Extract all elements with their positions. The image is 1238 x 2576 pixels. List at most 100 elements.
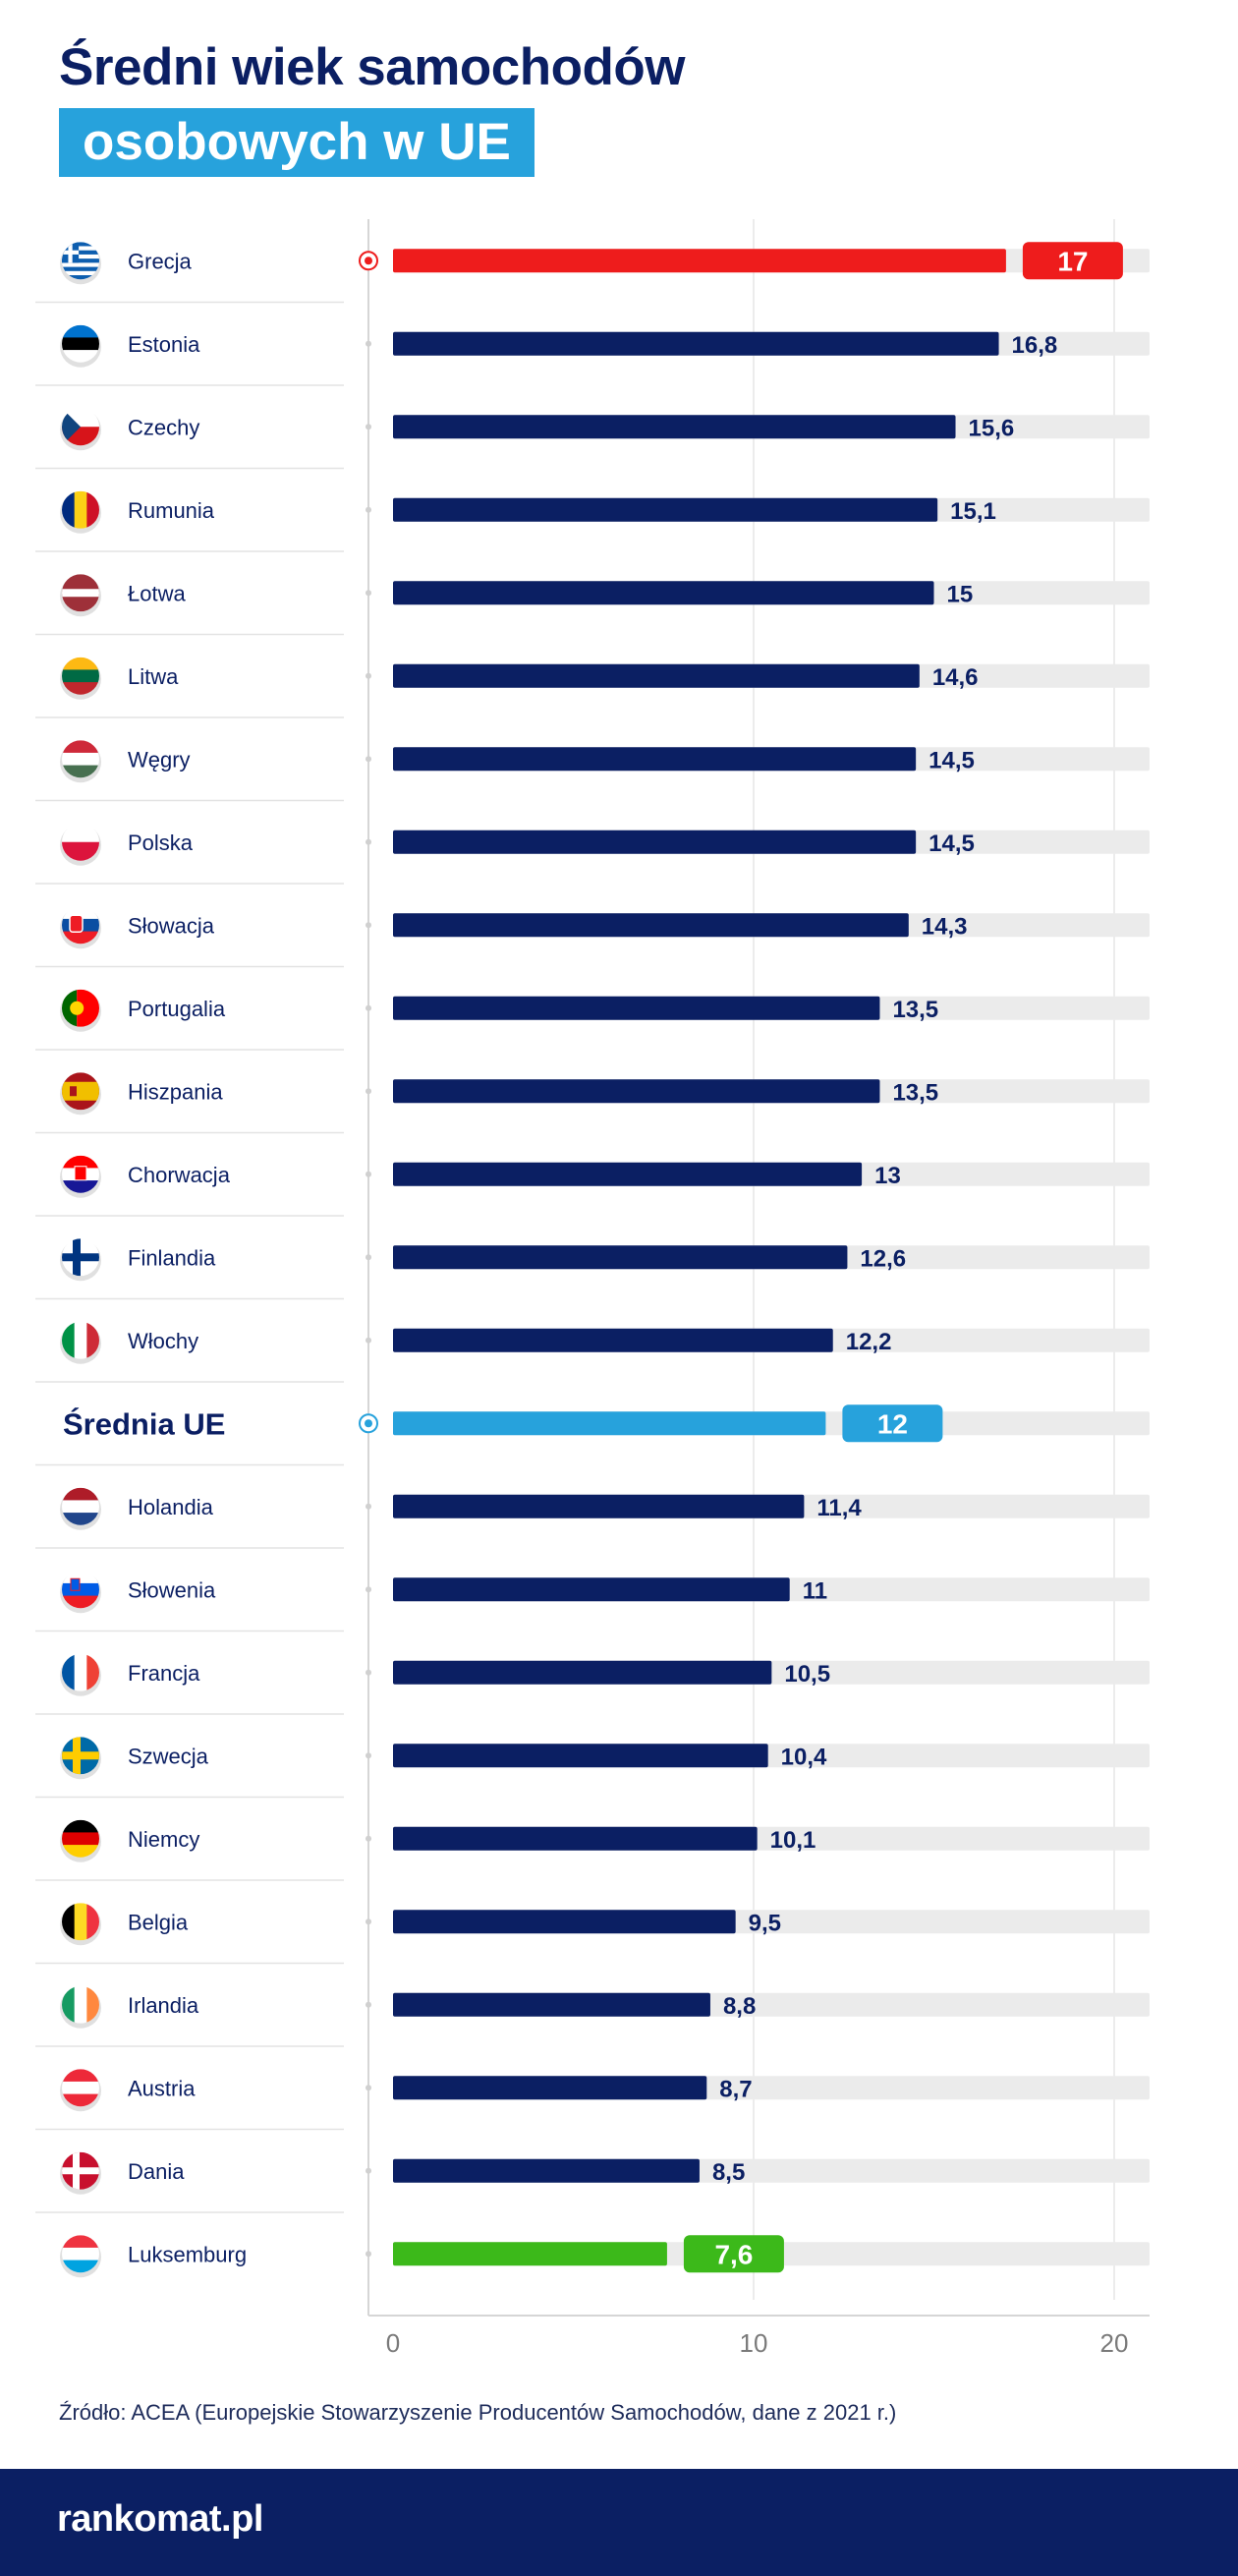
value-label: 8,5 [712,2159,745,2186]
axis-dot [366,1752,371,1759]
value-label: 16,8 [1012,332,1058,359]
bar [393,581,934,605]
chart-row: Włochy 12,2 [35,1297,1150,1355]
chart-row: Rumunia 15,1 [35,467,1150,525]
flag-sk-icon [60,906,101,949]
chart-title-line-2: osobowych w UE [59,108,535,177]
category-label: Belgia [128,1910,189,1934]
value-label: 8,7 [719,2076,752,2102]
axis-dot [366,672,371,679]
chart-row: Średnia UE 12 [35,1381,1150,1443]
category-label: Grecja [128,249,193,273]
flag-ie-icon [60,1985,101,2029]
axis-dot [366,424,371,430]
chart-row: Hiszpania 13,5 [35,1049,1150,1106]
flag-at-icon [60,2069,101,2112]
chart-row: Czechy 15,6 [35,384,1150,441]
axis-dot [366,1503,371,1510]
category-label: Estonia [128,332,200,357]
category-label: Luksemburg [128,2242,247,2266]
flag-si-icon [60,1571,101,1614]
flag-nl-icon [60,1487,101,1530]
axis-dot [366,922,371,929]
bar [393,830,917,854]
category-label: Rumunia [128,498,215,523]
value-label: 15,6 [969,415,1015,441]
category-label: Chorwacja [128,1163,231,1187]
chart-row: Portugalia 13,5 [35,965,1150,1023]
value-label: 12,6 [860,1245,906,1272]
flag-ro-icon [60,490,101,534]
bar [393,1744,768,1768]
axis-dot [366,2001,371,2008]
flag-pt-icon [60,989,101,1032]
bar [393,331,999,356]
category-label: Litwa [128,664,179,689]
chart-row: Łotwa 15 [35,550,1150,607]
value-badge [683,2235,784,2273]
value-badge [1022,242,1123,280]
category-label: Irlandia [128,1993,199,2018]
flag-de-icon [60,1819,101,1862]
category-label: Szwecja [128,1744,209,1768]
bar [393,1245,848,1270]
value-label: 7,6 [714,2239,753,2269]
category-label: Finlandia [128,1245,216,1270]
flag-lu-icon [60,2235,101,2278]
category-label: Niemcy [128,1827,199,1852]
chart-row: Estonia 16,8 [35,301,1150,359]
value-label: 11 [803,1577,827,1604]
chart-row: Niemcy 10,1 [35,1796,1150,1854]
chart-row: Grecja 17 [128,242,1150,280]
category-label: Dania [128,2159,185,2184]
axis-dot [366,838,371,845]
category-label: Hiszpania [128,1079,223,1104]
chart-row: Belgia 9,5 [35,1879,1150,1936]
chart-row: Polska 14,5 [35,799,1150,857]
category-label: Austria [128,2076,196,2100]
bar [393,1992,710,2017]
bar [393,1411,826,1436]
flag-hu-icon [60,740,101,783]
flag-pl-icon [60,823,101,866]
axis-dot [366,340,371,347]
axis-dot [366,506,371,513]
value-label: 15,1 [950,498,996,525]
value-label: 15 [947,581,974,607]
axis-dot [366,590,371,597]
bar [393,2076,707,2100]
x-tick-label: 0 [386,2328,400,2358]
flag-lv-icon [60,574,101,617]
bar [393,2158,700,2183]
chart-row: Finlandia 12,6 [35,1215,1150,1272]
chart-row: Irlandia 8,8 [35,1962,1150,2020]
flag-lt-icon [60,657,101,700]
source-note: Źródło: ACEA (Europejskie Stowarzyszenie… [59,2400,897,2425]
axis-dot [366,1586,371,1593]
value-label: 13,5 [892,1079,938,1106]
axis-dot [366,2085,371,2091]
flag-cz-icon [60,408,101,451]
bar [393,2242,667,2266]
chart-row: Holandia 11,4 [35,1463,1150,1521]
value-label: 17 [1057,246,1088,276]
flag-fi-icon [60,1238,101,1282]
bar [393,1577,790,1602]
bar [393,747,917,772]
x-tick-label: 20 [1100,2328,1129,2358]
flag-hr-icon [60,1155,101,1198]
category-label: Łotwa [128,581,186,605]
category-label: Polska [128,830,194,855]
axis-dot [366,2167,371,2174]
flag-be-icon [60,1903,101,1946]
value-label: 13 [874,1163,901,1189]
value-label: 10,4 [781,1744,827,1770]
chart-row: Słowenia 11 [35,1547,1150,1604]
bar [393,1079,880,1104]
bar [393,1826,758,1851]
flag-ee-icon [60,324,101,368]
axis-dot [366,1918,371,1925]
value-label: 8,8 [723,1993,756,2020]
category-label: Holandia [128,1495,214,1519]
